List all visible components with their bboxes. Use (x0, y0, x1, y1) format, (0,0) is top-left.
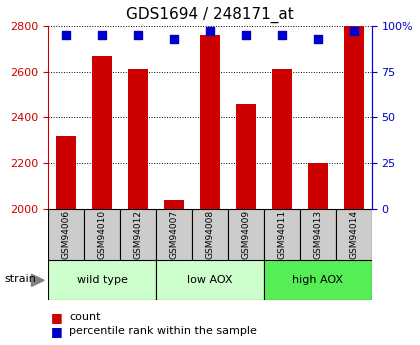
Bar (272, 69, 292, 209)
Bar (156, 260, 264, 300)
Text: GSM94008: GSM94008 (205, 210, 215, 259)
Text: strain: strain (4, 274, 36, 284)
Bar (156, 209, 192, 260)
Bar (192, 209, 228, 260)
Point (278, 32, 285, 38)
Bar (300, 209, 336, 260)
Bar (164, 199, 184, 209)
Text: GSM94012: GSM94012 (134, 210, 143, 259)
Bar (48, 209, 84, 260)
Point (99, 32, 105, 38)
Point (63, 32, 70, 38)
Title: GDS1694 / 248171_at: GDS1694 / 248171_at (126, 7, 294, 23)
Bar (336, 209, 372, 260)
Bar (128, 69, 148, 209)
Bar (84, 209, 120, 260)
Text: GSM94006: GSM94006 (62, 210, 71, 259)
Text: ■: ■ (50, 325, 62, 338)
Bar (120, 209, 156, 260)
Text: GSM94013: GSM94013 (313, 210, 322, 259)
Point (171, 36, 177, 41)
Text: wild type: wild type (77, 275, 128, 285)
Text: count: count (69, 313, 101, 322)
Point (243, 32, 249, 38)
Bar (236, 104, 256, 209)
Text: ■: ■ (50, 311, 62, 324)
Text: low AOX: low AOX (187, 275, 233, 285)
Text: high AOX: high AOX (292, 275, 343, 285)
Text: GSM94010: GSM94010 (98, 210, 107, 259)
Text: GSM94009: GSM94009 (241, 210, 250, 259)
Bar (344, 26, 364, 209)
Bar (56, 136, 76, 209)
Point (315, 36, 321, 41)
Bar (228, 209, 264, 260)
Point (350, 29, 357, 34)
Point (207, 29, 213, 34)
Bar (264, 209, 300, 260)
Bar (264, 260, 372, 300)
Text: GSM94007: GSM94007 (170, 210, 178, 259)
Text: percentile rank within the sample: percentile rank within the sample (69, 326, 257, 336)
Point (135, 32, 142, 38)
Bar (200, 35, 220, 209)
Bar (48, 260, 156, 300)
Bar (92, 56, 112, 209)
Bar (308, 163, 328, 209)
Text: GSM94011: GSM94011 (277, 210, 286, 259)
Polygon shape (32, 274, 44, 286)
Text: GSM94014: GSM94014 (349, 210, 358, 259)
